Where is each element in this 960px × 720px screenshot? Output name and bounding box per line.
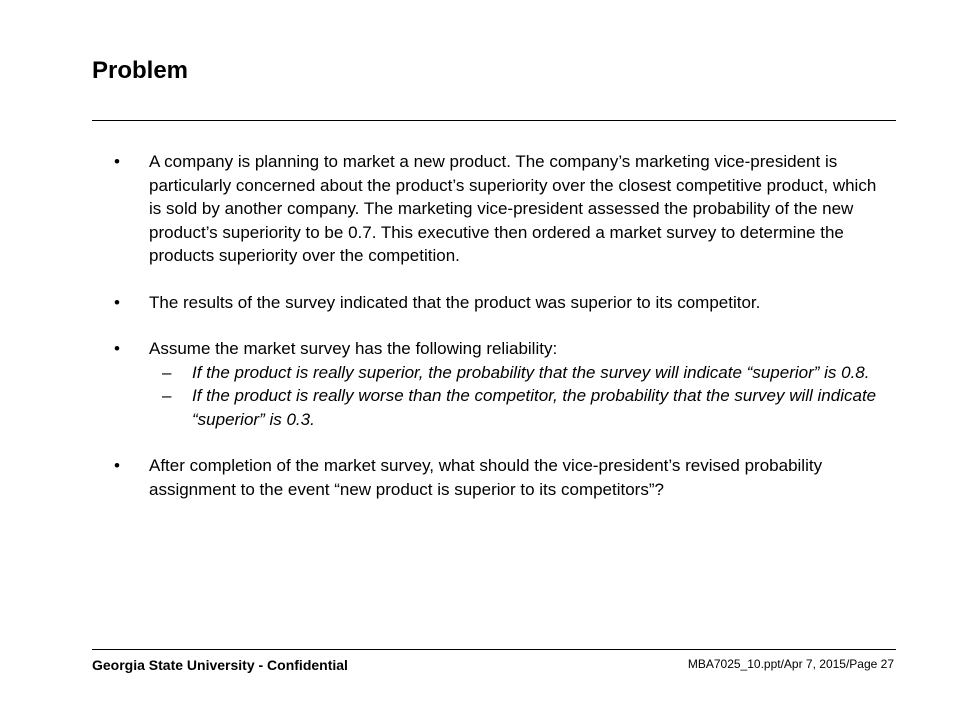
bullet-item: • Assume the market survey has the follo… <box>112 337 892 361</box>
bullet-text: A company is planning to market a new pr… <box>149 152 877 265</box>
footer-divider <box>92 649 896 650</box>
bullet-text: The results of the survey indicated that… <box>149 292 761 312</box>
bullet-marker: • <box>114 152 120 171</box>
title-divider <box>92 120 896 121</box>
sub-bullet-item: – If the product is really superior, the… <box>112 361 892 385</box>
footer-page-info: MBA7025_10.ppt/Apr 7, 2015/Page 27 <box>687 657 894 671</box>
bullet-marker: • <box>114 456 120 475</box>
bullet-text: After completion of the market survey, w… <box>149 456 823 499</box>
bullet-marker: • <box>114 292 120 312</box>
bullet-marker: • <box>114 339 120 358</box>
bullet-item: • After completion of the market survey,… <box>112 454 892 501</box>
sub-bullet-marker: – <box>162 386 172 405</box>
sub-bullet-text: If the product is really superior, the p… <box>192 362 870 382</box>
sub-bullet-marker: – <box>162 362 172 382</box>
slide-body: • A company is planning to market a new … <box>112 150 892 501</box>
footer-confidential: Georgia State University - Confidential <box>92 657 348 673</box>
sub-bullet-text: If the product is really worse than the … <box>192 386 877 429</box>
sub-bullet-item: – If the product is really worse than th… <box>112 384 892 431</box>
bullet-text: Assume the market survey has the followi… <box>149 339 558 358</box>
bullet-item: • A company is planning to market a new … <box>112 150 892 268</box>
bullet-item: • The results of the survey indicated th… <box>112 291 892 315</box>
slide-title: Problem <box>92 57 189 84</box>
